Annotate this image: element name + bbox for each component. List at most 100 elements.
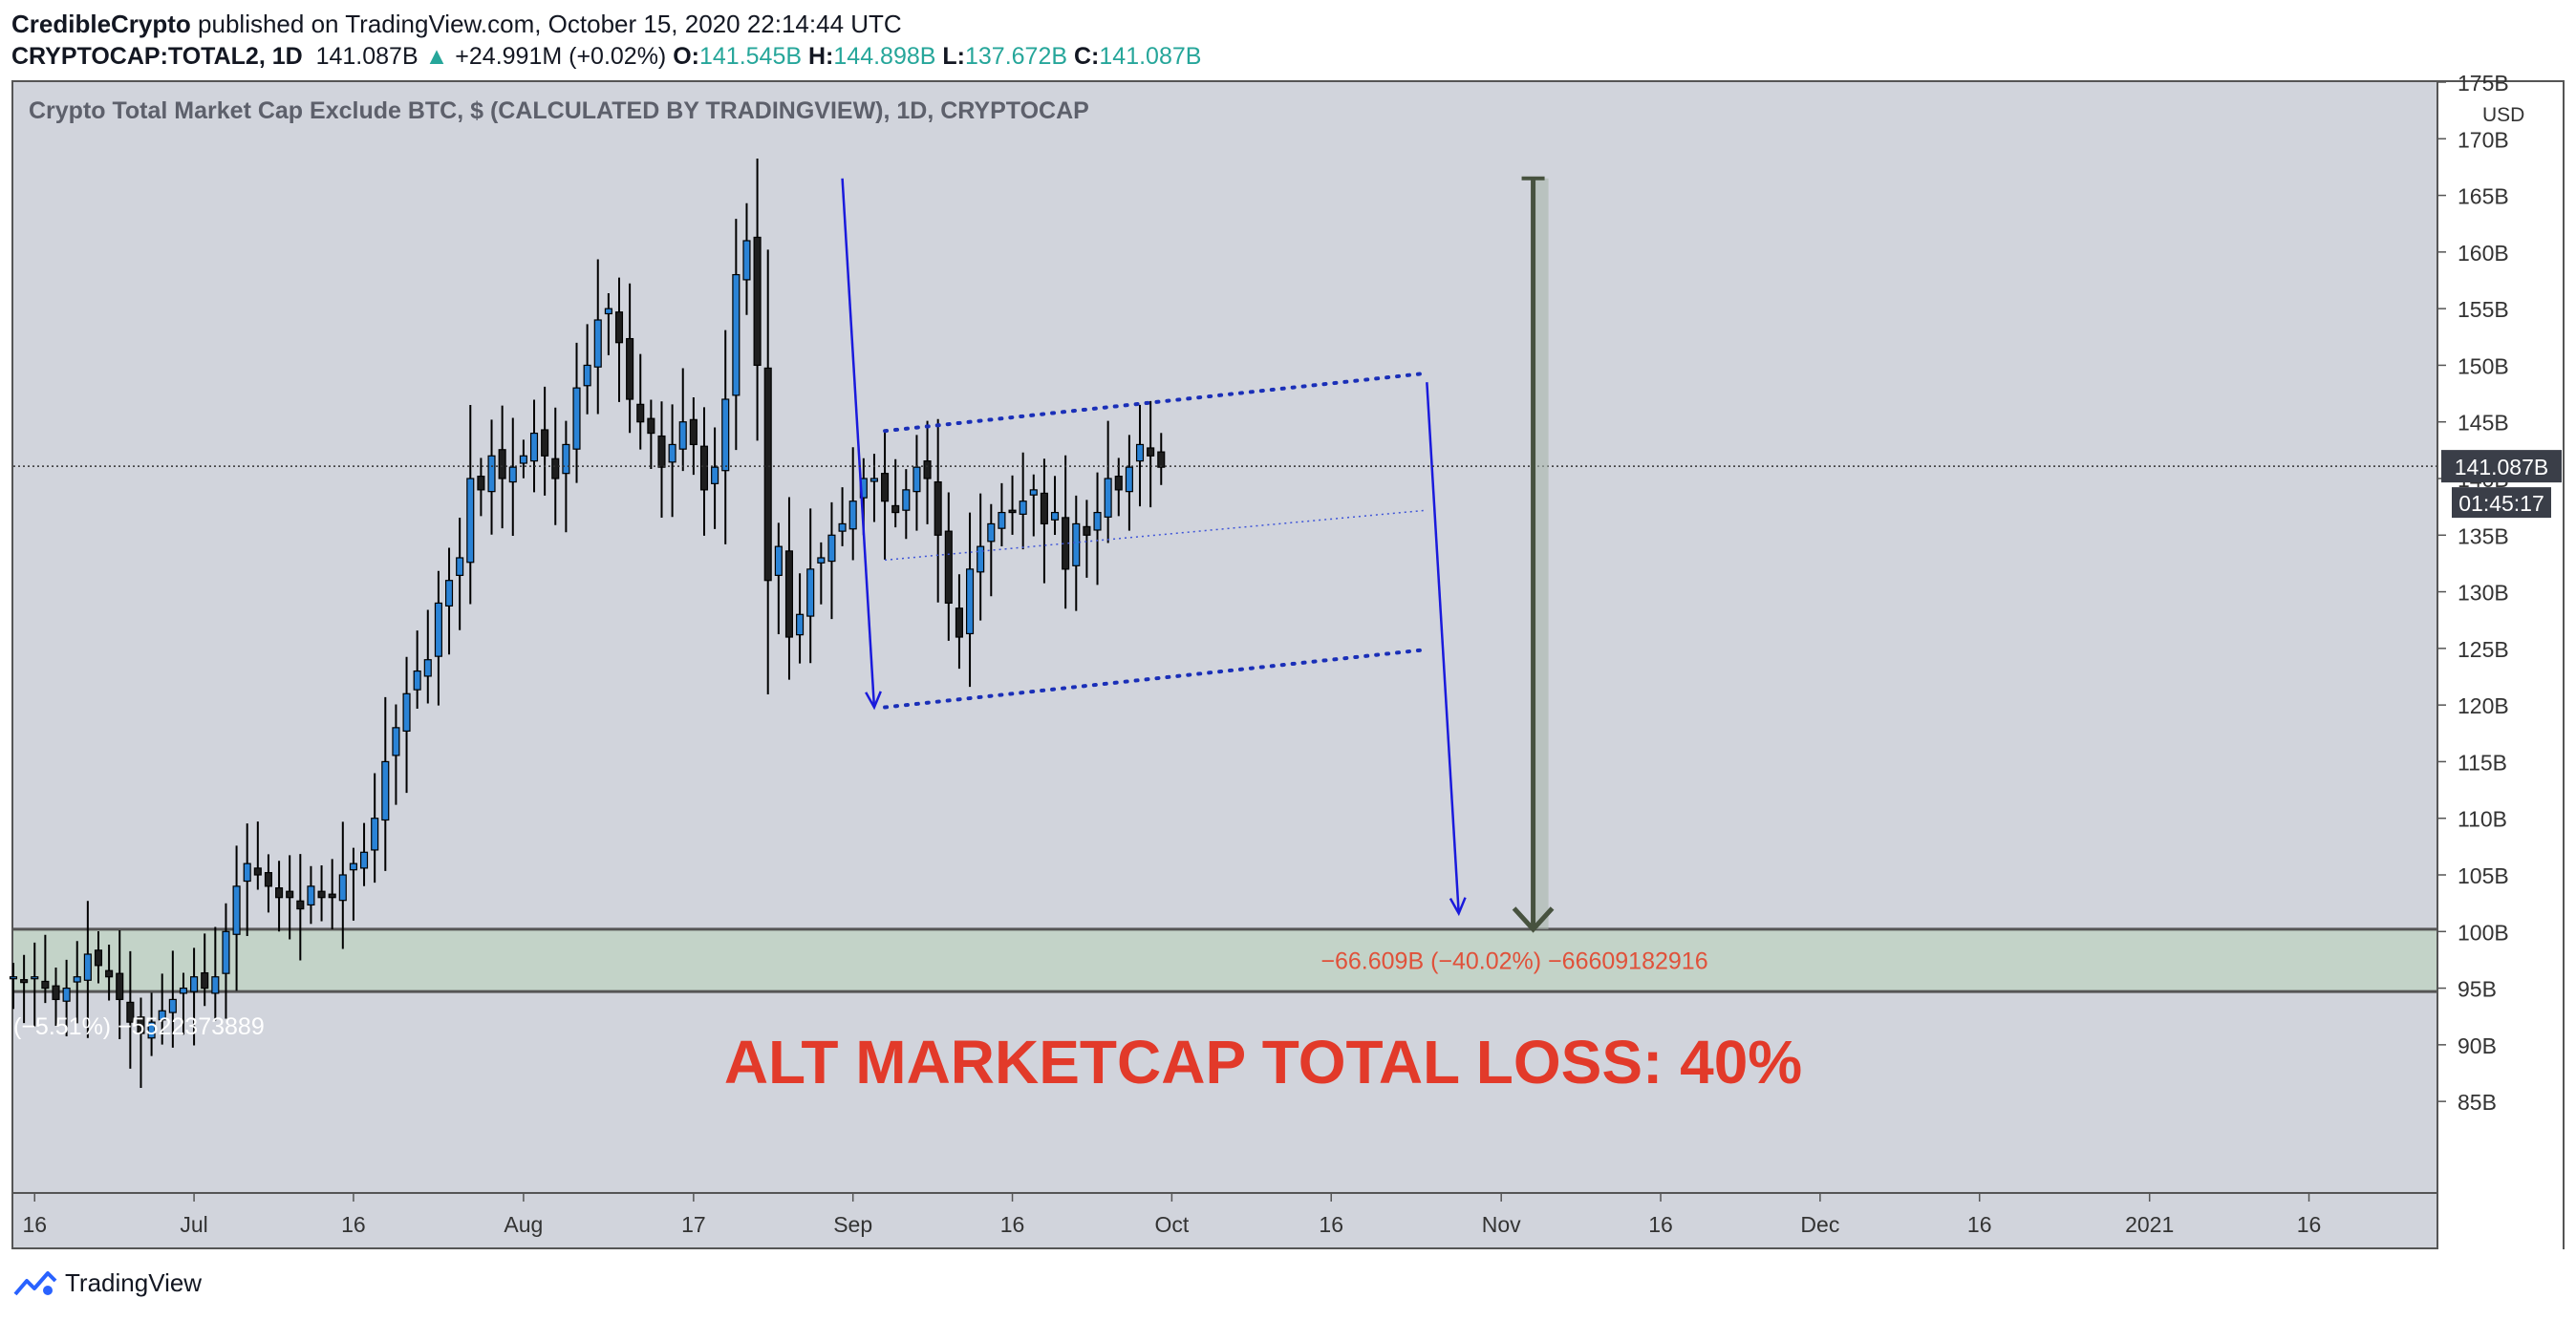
y-tick-label: 105B: [2458, 863, 2509, 888]
candle: [562, 443, 570, 475]
candle: [296, 900, 305, 910]
candle: [158, 1010, 166, 1021]
candle: [349, 862, 357, 871]
candle: [413, 670, 421, 691]
candle: [529, 432, 539, 462]
y-tick-label: 95B: [2458, 977, 2497, 1002]
candle: [1104, 478, 1112, 518]
candle: [52, 985, 60, 1001]
y-tick-label: 170B: [2458, 127, 2509, 152]
symbol-name[interactable]: CRYPTOCAP:TOTAL2, 1D: [11, 43, 303, 70]
candle: [636, 403, 645, 423]
candle: [923, 460, 932, 479]
drop-arrow-2-head: [1449, 897, 1467, 917]
candle: [742, 240, 751, 281]
price-change: +24.991M (+0.02%): [455, 43, 667, 70]
channel-mid-line: [885, 509, 1428, 562]
candle: [62, 987, 71, 1002]
channel-upper-line: [883, 371, 1429, 434]
candle: [1125, 466, 1133, 493]
x-tick-label: Aug: [504, 1212, 543, 1237]
candle: [423, 659, 432, 677]
y-tick-label: 110B: [2458, 807, 2507, 832]
close-label: C:: [1074, 43, 1100, 70]
candle: [732, 273, 741, 396]
candle: [1135, 443, 1145, 462]
candle: [678, 421, 687, 450]
high-value: 144.898B: [833, 43, 936, 70]
candle: [392, 727, 400, 756]
drop-arrow-2: [1426, 382, 1460, 914]
candle: [402, 692, 411, 733]
candle: [902, 489, 911, 511]
candle: [41, 980, 50, 990]
candle: [977, 545, 985, 573]
candle: [243, 862, 251, 883]
candle: [753, 236, 762, 367]
candle: [508, 466, 517, 483]
candle: [838, 522, 847, 532]
candle: [317, 890, 326, 899]
candle: [593, 319, 602, 368]
candle: [1114, 476, 1123, 491]
time-axis[interactable]: [11, 1194, 2438, 1249]
candle: [73, 976, 81, 983]
x-tick-label: 16: [1319, 1212, 1343, 1237]
candle: [466, 478, 475, 564]
candle: [848, 500, 857, 530]
open-value: 141.545B: [699, 43, 803, 70]
candle: [1019, 500, 1027, 515]
candle: [881, 473, 890, 502]
candle: [966, 568, 975, 635]
candle: [626, 337, 634, 400]
candle: [699, 445, 709, 491]
candle: [168, 998, 177, 1013]
x-tick-label: 16: [2297, 1212, 2322, 1237]
candle: [944, 530, 953, 605]
footer-brand[interactable]: TradingView: [13, 1268, 202, 1298]
candle: [774, 545, 783, 576]
candle: [286, 890, 294, 899]
candle: [179, 987, 188, 994]
x-tick-label: 16: [1967, 1212, 1992, 1237]
y-tick-label: 155B: [2458, 297, 2509, 322]
candle: [9, 976, 18, 980]
candle: [1157, 451, 1166, 468]
x-tick-label: Dec: [1800, 1212, 1839, 1237]
candle: [201, 971, 209, 990]
price-axis[interactable]: [2438, 80, 2565, 1249]
candle: [137, 1016, 145, 1034]
candle: [456, 557, 464, 576]
y-tick-label: 175B: [2458, 71, 2509, 96]
low-value: 137.672B: [965, 43, 1068, 70]
plot-area[interactable]: [11, 80, 2438, 1194]
publish-header: CredibleCrypto published on TradingView.…: [11, 8, 902, 40]
y-tick-label: 85B: [2458, 1090, 2497, 1115]
candle: [94, 949, 103, 967]
author-name[interactable]: CredibleCrypto: [11, 10, 191, 38]
candle: [1072, 522, 1081, 566]
candle: [253, 867, 262, 876]
candle: [689, 418, 698, 446]
candle: [360, 851, 369, 869]
y-tick-label: 165B: [2458, 184, 2509, 209]
candle: [869, 478, 878, 482]
y-tick-label: 145B: [2458, 411, 2509, 436]
candle: [147, 1021, 156, 1039]
y-tick-label: 120B: [2458, 693, 2509, 718]
candle: [998, 511, 1006, 529]
countdown-bg: [2452, 487, 2551, 519]
candle: [381, 760, 390, 821]
candle: [763, 367, 772, 582]
countdown-label: 01:45:17: [2458, 491, 2544, 516]
candle: [307, 885, 315, 906]
measure-arrowhead: [1512, 906, 1555, 933]
candle: [614, 311, 624, 344]
candle: [806, 568, 815, 617]
symbol-header: CRYPTOCAP:TOTAL2, 1D 141.087B ▲ +24.991M…: [11, 40, 1201, 73]
candle: [434, 602, 442, 657]
candle: [126, 1001, 135, 1023]
y-tick-label: 100B: [2458, 920, 2509, 945]
measure-label-left: (−5.51%) −5522373889: [13, 1013, 265, 1040]
candle: [116, 972, 124, 1001]
